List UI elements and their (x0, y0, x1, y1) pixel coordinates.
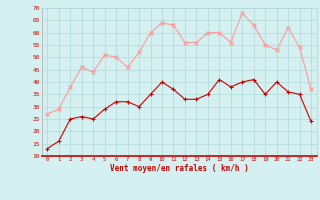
X-axis label: Vent moyen/en rafales ( km/h ): Vent moyen/en rafales ( km/h ) (110, 164, 249, 173)
